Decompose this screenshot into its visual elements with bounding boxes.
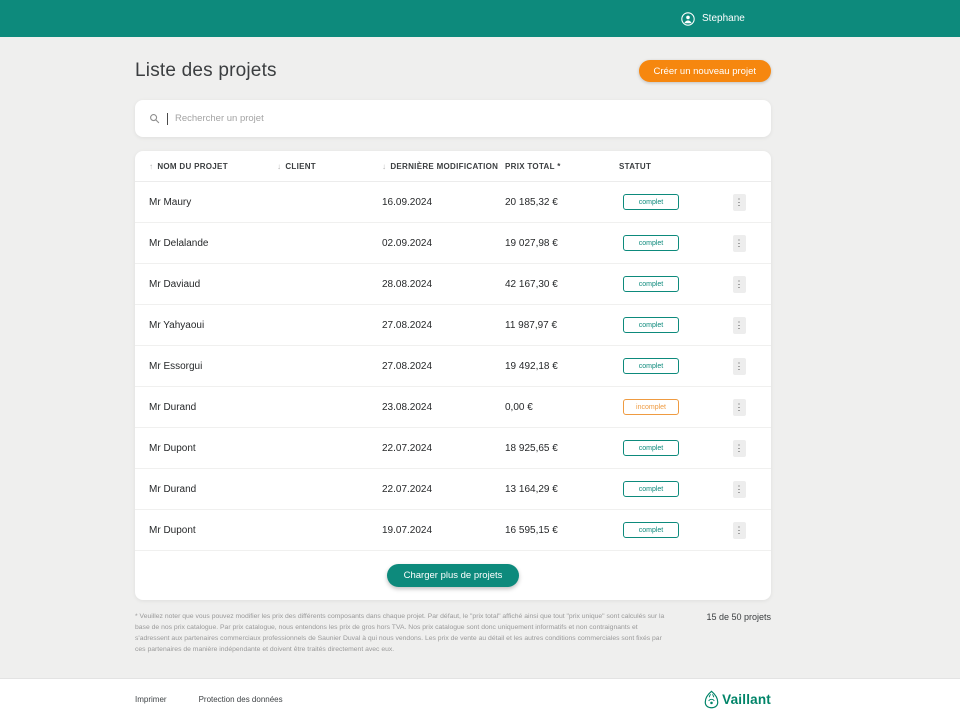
project-name: Mr Maury: [149, 196, 192, 208]
sort-desc-icon: ↓: [382, 161, 387, 171]
search-icon: [149, 113, 160, 124]
create-project-button[interactable]: Créer un nouveau projet: [638, 60, 771, 82]
column-label: PRIX TOTAL *: [505, 161, 561, 171]
project-name: Mr Daviaud: [149, 278, 201, 290]
project-price: 11 987,97 €: [505, 319, 558, 331]
main-content: Liste des projets Créer un nouveau proje…: [135, 58, 771, 656]
project-modified: 22.07.2024: [382, 483, 433, 495]
column-label: STATUT: [619, 161, 652, 171]
project-modified: 27.08.2024: [382, 319, 433, 331]
project-price: 19 492,18 €: [505, 360, 558, 372]
column-header-modified[interactable]: ↓ DERNIÈRE MODIFICATION: [382, 162, 505, 171]
project-price: 0,00 €: [505, 401, 533, 413]
project-name: Mr Dupont: [149, 442, 196, 454]
status-badge: complet: [623, 194, 679, 210]
project-modified: 19.07.2024: [382, 524, 433, 536]
project-name: Mr Essorgui: [149, 360, 203, 372]
search-bar: [135, 100, 771, 137]
sort-asc-icon: ↑: [149, 161, 154, 171]
project-modified: 02.09.2024: [382, 237, 433, 249]
text-cursor: [167, 112, 168, 125]
project-modified: 27.08.2024: [382, 360, 433, 372]
project-name: Mr Delalande: [149, 237, 209, 249]
project-price: 19 027,98 €: [505, 237, 558, 249]
row-menu-button[interactable]: ⋮: [732, 521, 746, 539]
table-row[interactable]: Mr Essorgui 27.08.2024 19 492,18 € compl…: [135, 346, 771, 387]
kebab-icon: ⋮: [734, 360, 744, 371]
table-row[interactable]: Mr Dupont 22.07.2024 18 925,65 € complet…: [135, 428, 771, 469]
kebab-icon: ⋮: [734, 237, 744, 248]
sort-desc-icon: ↓: [277, 161, 282, 171]
top-bar: Stephane: [0, 0, 960, 37]
project-modified: 22.07.2024: [382, 442, 433, 454]
kebab-icon: ⋮: [734, 196, 744, 207]
row-menu-button[interactable]: ⋮: [732, 234, 746, 252]
column-label: DERNIÈRE MODIFICATION: [390, 161, 499, 171]
kebab-icon: ⋮: [734, 278, 744, 289]
table-row[interactable]: Mr Dupont 19.07.2024 16 595,15 € complet…: [135, 510, 771, 551]
project-name: Mr Durand: [149, 483, 197, 495]
row-menu-button[interactable]: ⋮: [732, 357, 746, 375]
project-name: Mr Dupont: [149, 524, 196, 536]
row-menu-button[interactable]: ⋮: [732, 193, 746, 211]
table-row[interactable]: Mr Delalande 02.09.2024 19 027,98 € comp…: [135, 223, 771, 264]
status-badge: complet: [623, 317, 679, 333]
column-header-name[interactable]: ↑ NOM DU PROJET: [149, 162, 277, 171]
row-menu-button[interactable]: ⋮: [732, 439, 746, 457]
status-badge: complet: [623, 235, 679, 251]
table-row[interactable]: Mr Durand 22.07.2024 13 164,29 € complet…: [135, 469, 771, 510]
project-modified: 28.08.2024: [382, 278, 433, 290]
row-menu-button[interactable]: ⋮: [732, 275, 746, 293]
load-more-button[interactable]: Charger plus de projets: [386, 564, 520, 587]
column-label: NOM DU PROJET: [157, 161, 228, 171]
project-modified: 16.09.2024: [382, 196, 433, 208]
search-input[interactable]: [175, 113, 757, 124]
project-modified: 23.08.2024: [382, 401, 433, 413]
status-badge: complet: [623, 522, 679, 538]
status-badge: complet: [623, 276, 679, 292]
project-name: Mr Yahyaoui: [149, 319, 205, 331]
kebab-icon: ⋮: [734, 524, 744, 535]
column-header-status[interactable]: STATUT: [619, 162, 721, 171]
projects-table: ↑ NOM DU PROJET ↓ CLIENT ↓ DERNIÈRE MODI…: [135, 151, 771, 600]
table-row[interactable]: Mr Maury 16.09.2024 20 185,32 € complet …: [135, 182, 771, 223]
status-badge: incomplet: [623, 399, 679, 415]
project-price: 13 164,29 €: [505, 483, 558, 495]
page-title: Liste des projets: [135, 60, 277, 81]
column-header-price[interactable]: PRIX TOTAL *: [505, 162, 619, 171]
table-row[interactable]: Mr Yahyaoui 27.08.2024 11 987,97 € compl…: [135, 305, 771, 346]
kebab-icon: ⋮: [734, 442, 744, 453]
price-footnote: * Veuillez noter que vous pouvez modifie…: [135, 613, 665, 653]
column-header-client[interactable]: ↓ CLIENT: [277, 162, 382, 171]
row-menu-button[interactable]: ⋮: [732, 480, 746, 498]
project-price: 16 595,15 €: [505, 524, 558, 536]
row-menu-button[interactable]: ⋮: [732, 316, 746, 334]
project-price: 18 925,65 €: [505, 442, 558, 454]
kebab-icon: ⋮: [734, 401, 744, 412]
table-row[interactable]: Mr Durand 23.08.2024 0,00 € incomplet ⋮: [135, 387, 771, 428]
project-price: 20 185,32 €: [505, 196, 558, 208]
brand-logo: Vaillant: [704, 690, 771, 709]
row-menu-button[interactable]: ⋮: [732, 398, 746, 416]
project-price: 42 167,30 €: [505, 278, 558, 290]
brand-name: Vaillant: [722, 692, 771, 707]
column-label: CLIENT: [285, 161, 316, 171]
user-menu[interactable]: Stephane: [681, 0, 745, 37]
status-badge: complet: [623, 440, 679, 456]
footer-link-print[interactable]: Imprimer: [135, 695, 167, 704]
projects-count: 15 de 50 projets: [706, 612, 771, 622]
project-name: Mr Durand: [149, 401, 197, 413]
page-footer: Imprimer Protection des données Vaillant: [0, 678, 960, 720]
status-badge: complet: [623, 358, 679, 374]
footer-link-privacy[interactable]: Protection des données: [198, 695, 283, 704]
table-header-row: ↑ NOM DU PROJET ↓ CLIENT ↓ DERNIÈRE MODI…: [135, 151, 771, 182]
user-name: Stephane: [702, 13, 745, 24]
vaillant-hare-egg-icon: [704, 690, 719, 709]
table-row[interactable]: Mr Daviaud 28.08.2024 42 167,30 € comple…: [135, 264, 771, 305]
status-badge: complet: [623, 481, 679, 497]
kebab-icon: ⋮: [734, 319, 744, 330]
kebab-icon: ⋮: [734, 483, 744, 494]
user-avatar-icon: [681, 11, 695, 26]
